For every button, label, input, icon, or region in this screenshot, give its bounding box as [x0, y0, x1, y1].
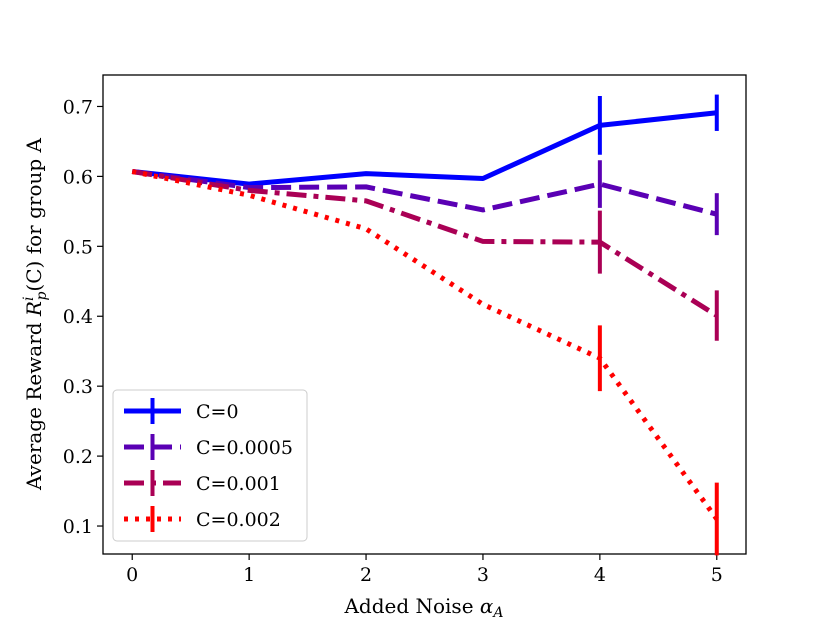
- series-line: [131, 169, 718, 217]
- legend-label: C=0: [196, 401, 239, 423]
- x-axis-ticks: 0 1 2 3 4 5: [126, 554, 723, 586]
- x-tick-label: 4: [594, 564, 606, 586]
- x-axis-label: Added Noise αA: [343, 594, 503, 621]
- x-tick-label: 1: [243, 564, 255, 586]
- y-tick-label: 0.4: [63, 306, 93, 328]
- legend-item: C=0.001: [124, 470, 281, 496]
- x-tick-label: 0: [126, 564, 138, 586]
- y-axis-ticks: 0.1 0.2 0.3 0.4 0.5 0.6 0.7: [63, 96, 103, 538]
- y-tick-label: 0.7: [63, 96, 93, 118]
- legend-item: C=0.002: [124, 506, 281, 532]
- x-tick-label: 2: [360, 564, 372, 586]
- legend-items: C=0 C=0.0005 C=0.001 C=0.002: [124, 398, 293, 532]
- legend-label: C=0.002: [196, 509, 281, 531]
- x-tick-label: 3: [477, 564, 489, 586]
- y-tick-label: 0.1: [63, 516, 93, 538]
- y-tick-label: 0.6: [63, 166, 93, 188]
- legend: C=0 C=0.0005 C=0.001 C=0.002: [112, 389, 308, 542]
- legend-label: C=0.001: [196, 473, 281, 495]
- y-tick-label: 0.5: [63, 236, 93, 258]
- plot-area: [102, 74, 747, 555]
- series-4: [131, 169, 719, 556]
- legend-label: C=0.0005: [196, 437, 293, 459]
- series-line: [131, 110, 718, 187]
- x-tick-label: 5: [711, 564, 723, 586]
- y-axis-label: Average Reward Rip(C) for group A: [21, 137, 50, 491]
- series-1: [131, 94, 719, 187]
- legend-box: [112, 389, 308, 542]
- y-tick-label: 0.3: [63, 376, 93, 398]
- series-layer: [131, 94, 719, 556]
- series-line: [131, 169, 719, 521]
- series-3: [131, 169, 719, 341]
- series-line: [131, 169, 719, 318]
- plot-frame: [102, 74, 747, 555]
- y-tick-label: 0.2: [63, 446, 93, 468]
- series-2: [131, 160, 719, 236]
- legend-item: C=0: [124, 398, 239, 424]
- legend-item: C=0.0005: [124, 434, 293, 460]
